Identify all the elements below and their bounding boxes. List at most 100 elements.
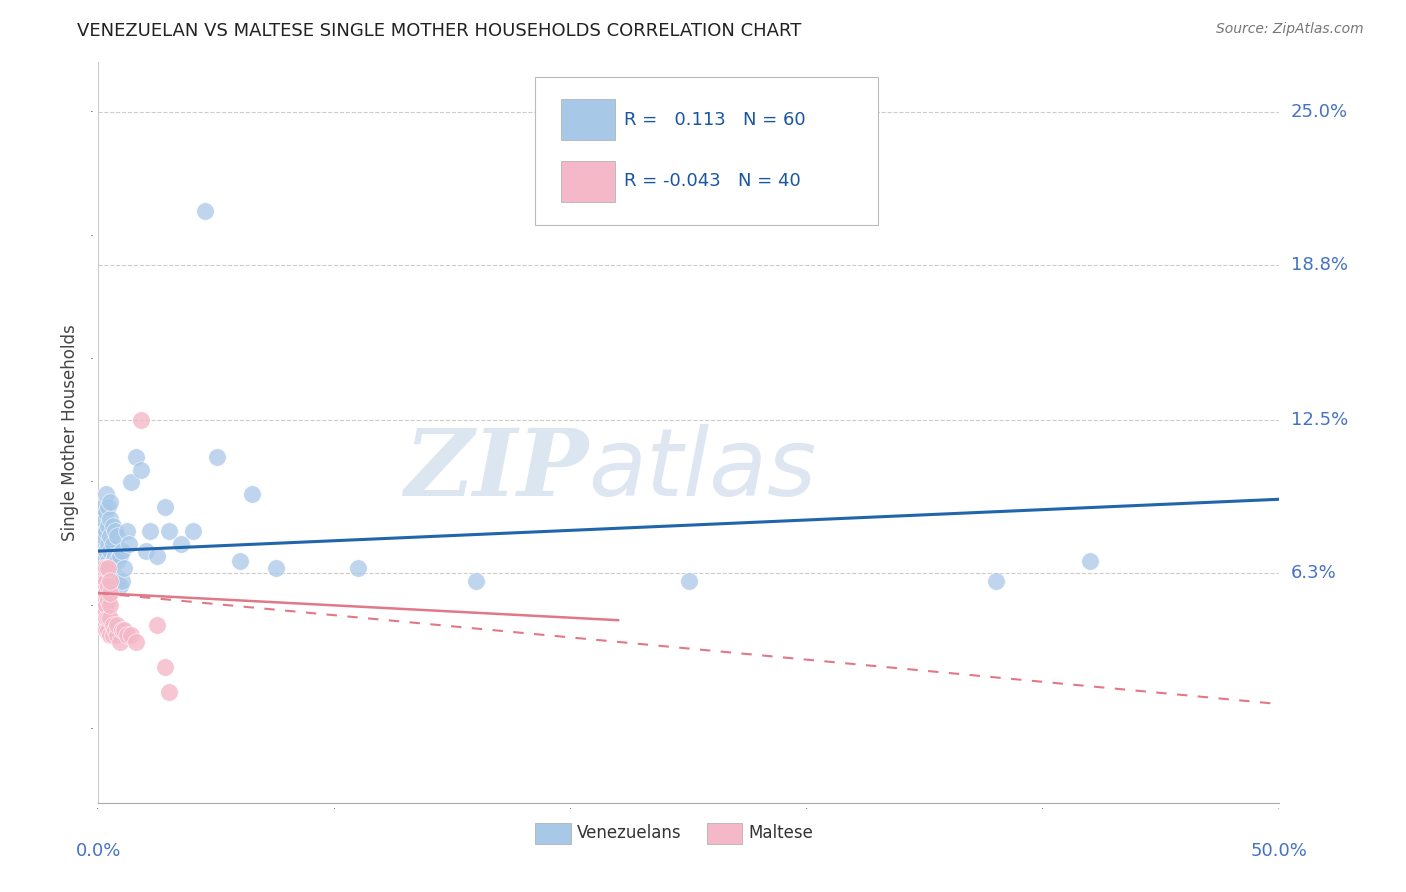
Point: [94, 544, 117, 558]
Point: [229, 554, 252, 568]
Point: [91, 529, 114, 543]
Point: [678, 574, 700, 588]
Point: [146, 618, 169, 632]
Point: [104, 549, 127, 563]
Point: [205, 450, 228, 465]
Text: 12.5%: 12.5%: [1291, 411, 1348, 429]
Point: [112, 623, 135, 637]
Point: [94, 599, 117, 613]
Text: ZIP: ZIP: [405, 425, 589, 515]
Point: [347, 561, 370, 575]
Point: [101, 574, 124, 588]
Text: R = -0.043   N = 40: R = -0.043 N = 40: [624, 172, 801, 190]
Point: [264, 561, 287, 575]
FancyBboxPatch shape: [561, 161, 614, 202]
Point: [94, 561, 117, 575]
Point: [101, 628, 124, 642]
Point: [98, 574, 121, 588]
Point: [146, 549, 169, 563]
Point: [98, 586, 121, 600]
Point: [984, 574, 1007, 588]
Point: [108, 549, 131, 563]
Text: Maltese: Maltese: [748, 824, 813, 842]
Point: [111, 544, 134, 558]
Point: [104, 524, 127, 539]
Point: [121, 628, 143, 642]
Point: [98, 599, 121, 613]
Point: [90, 524, 112, 539]
Point: [97, 554, 120, 568]
Point: [91, 574, 114, 588]
Point: [115, 628, 138, 642]
Point: [97, 500, 120, 514]
Text: atlas: atlas: [589, 424, 817, 516]
Point: [94, 487, 117, 501]
FancyBboxPatch shape: [561, 99, 614, 140]
Point: [97, 519, 120, 533]
Point: [97, 611, 120, 625]
Point: [101, 519, 124, 533]
Point: [94, 623, 117, 637]
Text: 6.3%: 6.3%: [1291, 565, 1336, 582]
Point: [240, 487, 263, 501]
Point: [94, 574, 117, 588]
Point: [104, 623, 127, 637]
Point: [101, 536, 124, 550]
Point: [91, 554, 114, 568]
Point: [101, 618, 124, 632]
Point: [129, 462, 152, 476]
Point: [125, 635, 148, 649]
Text: 0.0%: 0.0%: [76, 842, 121, 860]
Point: [121, 475, 143, 489]
Point: [94, 611, 117, 625]
Point: [94, 524, 117, 539]
Point: [153, 500, 176, 514]
Point: [90, 599, 112, 613]
Point: [194, 203, 217, 218]
Point: [118, 536, 141, 550]
Point: [91, 593, 114, 607]
Point: [157, 685, 180, 699]
Text: 25.0%: 25.0%: [1291, 103, 1348, 120]
Point: [135, 544, 157, 558]
Point: [1080, 554, 1102, 568]
Point: [111, 623, 134, 637]
Point: [97, 593, 120, 607]
Point: [91, 512, 114, 526]
Point: [108, 635, 131, 649]
Point: [90, 536, 112, 550]
Text: Source: ZipAtlas.com: Source: ZipAtlas.com: [1216, 22, 1364, 37]
Point: [112, 561, 135, 575]
Point: [105, 628, 128, 642]
Point: [94, 561, 117, 575]
Point: [91, 603, 114, 617]
Point: [98, 561, 121, 575]
Point: [90, 574, 112, 588]
Text: Venezuelans: Venezuelans: [576, 824, 682, 842]
Text: VENEZUELAN VS MALTESE SINGLE MOTHER HOUSEHOLDS CORRELATION CHART: VENEZUELAN VS MALTESE SINGLE MOTHER HOUS…: [77, 22, 801, 40]
Point: [98, 574, 121, 588]
Text: 18.8%: 18.8%: [1291, 256, 1347, 274]
Point: [91, 500, 114, 514]
Point: [101, 554, 124, 568]
Point: [181, 524, 204, 539]
Point: [91, 618, 114, 632]
Point: [157, 524, 180, 539]
Y-axis label: Single Mother Households: Single Mother Households: [62, 325, 79, 541]
Point: [98, 494, 121, 508]
Point: [90, 579, 112, 593]
FancyBboxPatch shape: [536, 78, 877, 226]
Point: [91, 561, 114, 575]
Point: [105, 529, 128, 543]
FancyBboxPatch shape: [536, 822, 571, 844]
Point: [125, 450, 148, 465]
Point: [98, 628, 121, 642]
Text: R =   0.113   N = 60: R = 0.113 N = 60: [624, 112, 806, 129]
Point: [94, 505, 117, 519]
Point: [108, 579, 131, 593]
Point: [105, 554, 128, 568]
Point: [97, 579, 120, 593]
Point: [111, 574, 134, 588]
Point: [94, 586, 117, 600]
Point: [97, 561, 120, 575]
